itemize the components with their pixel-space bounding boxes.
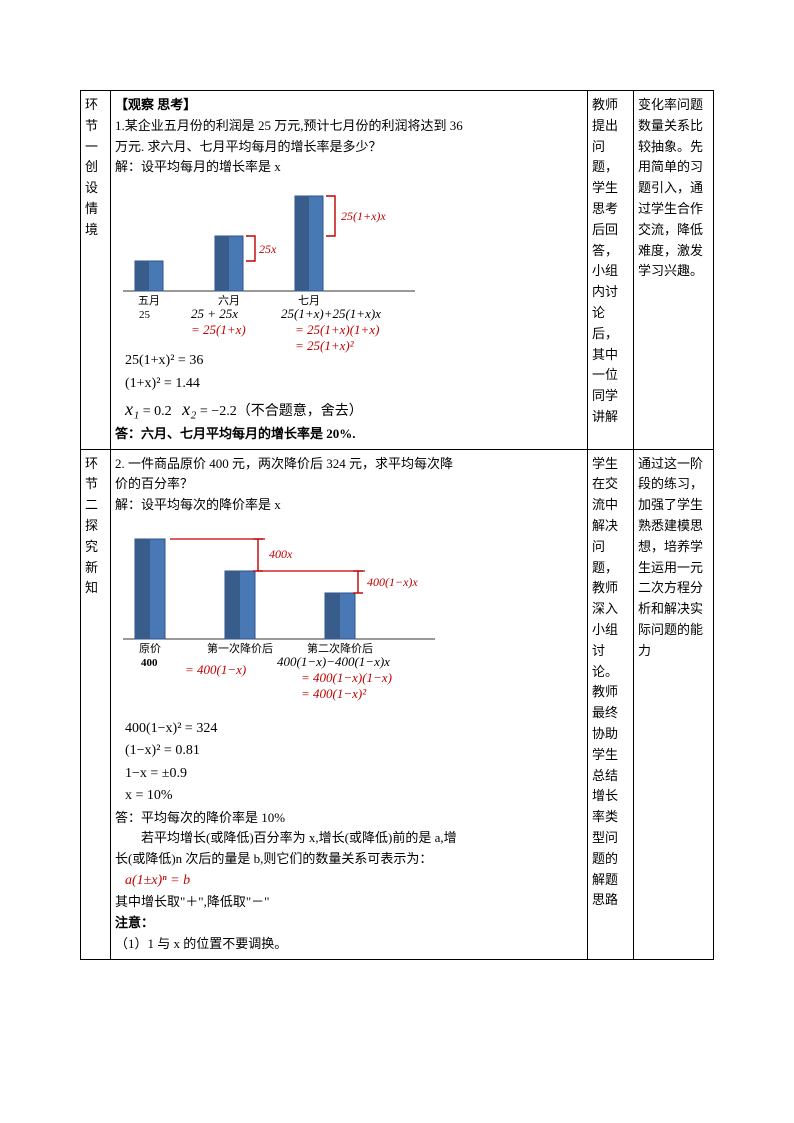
section1-label: 环节一创设情境 (81, 91, 111, 450)
formula: a(1±x)ⁿ = b (125, 870, 583, 892)
section1-intent: 变化率问题数量关系比较抽象。先用简单的习题引入，通过学生合作交流，降低难度，激发… (634, 91, 714, 450)
section1-content: 【观察 思考】 1.某企业五月份的利润是 25 万元,预计七月份的利润将达到 3… (111, 91, 588, 450)
x1-val: = 0.2 (143, 404, 172, 419)
svg-text:25x: 25x (259, 242, 277, 256)
section2-activity: 学生在交流中解决问题，教师深入小组讨论。教师最终协助学生总结增长率类型问题的解题… (588, 449, 634, 959)
q2-line2: 价的百分率？ (115, 474, 583, 495)
svg-text:400(1−x)−400(1−x)x: 400(1−x)−400(1−x)x (277, 654, 390, 669)
ans2: 答：平均每次的降价率是 10% (115, 808, 583, 829)
sol2-set: 解：设平均每次的降价率是 x (115, 495, 583, 516)
svg-text:400x: 400x (269, 547, 293, 561)
gen2: 长(或降低)n 次后的量是 b,则它们的数量关系可表示为： (115, 849, 583, 870)
svg-text:25(1+x)x: 25(1+x)x (341, 209, 386, 223)
chart1: 五月 25 六月 25x 七月 25(1+x)x 25 + 25x = 25(1… (115, 186, 583, 346)
x1-sym: x₁ (125, 399, 139, 419)
svg-text:五月: 五月 (138, 295, 160, 307)
lesson-table: 环节一创设情境 【观察 思考】 1.某企业五月份的利润是 25 万元,预计七月份… (80, 90, 714, 960)
section2-content: 2. 一件商品原价 400 元，两次降价后 324 元，求平均每次降 价的百分率… (111, 449, 588, 959)
row-section-2: 环节二探究新知 2. 一件商品原价 400 元，两次降价后 324 元，求平均每… (81, 449, 714, 959)
svg-text:= 25(1+x)(1+x): = 25(1+x)(1+x) (295, 322, 379, 337)
x2-sym: x₂ (182, 399, 196, 419)
svg-text:400: 400 (141, 657, 158, 669)
ans1: 答：六月、七月平均每月的增长率是 20%. (115, 424, 583, 445)
section2-label: 环节二探究新知 (81, 449, 111, 959)
note-title: 注意： (115, 913, 583, 934)
svg-text:第一次降价后: 第一次降价后 (207, 641, 273, 655)
svg-text:第二次降价后: 第二次降价后 (307, 641, 373, 655)
q2-line1: 2. 一件商品原价 400 元，两次降价后 324 元，求平均每次降 (115, 454, 583, 475)
svg-text:原价: 原价 (139, 642, 161, 655)
svg-text:= 400(1−x)²: = 400(1−x)² (301, 686, 367, 701)
sol1-set: 解：设平均每月的增长率是 x (115, 157, 583, 178)
eq-b: (1−x)² = 0.81 (125, 740, 583, 762)
x2-val: = −2.2（不合题意，舍去） (200, 404, 363, 419)
svg-text:25 + 25x: 25 + 25x (191, 306, 238, 321)
q1-line1: 1.某企业五月份的利润是 25 万元,预计七月份的利润将达到 36 (115, 116, 583, 137)
eq-c: 1−x = ±0.9 (125, 763, 583, 785)
gen1: 若平均增长(或降低)百分率为 x,增长(或降低)前的是 a,增 (115, 828, 583, 849)
svg-text:= 400(1−x): = 400(1−x) (185, 662, 246, 677)
observe-title: 【观察 思考】 (115, 95, 583, 116)
svg-text:= 400(1−x)(1−x): = 400(1−x)(1−x) (301, 670, 392, 685)
svg-text:= 25(1+x): = 25(1+x) (191, 322, 246, 337)
chart2: 原价 400 第一次降价后 400x 第二次降价后 400(1−x)x = 40… (115, 524, 583, 714)
svg-text:= 25(1+x)²: = 25(1+x)² (295, 338, 355, 353)
note1: （1）1 与 x 的位置不要调换。 (115, 934, 583, 955)
section1-activity: 教师提出问题，学生思考后回答，小组内讨论后，其中一位同学讲解 (588, 91, 634, 450)
svg-text:400(1−x)x: 400(1−x)x (367, 575, 418, 589)
chart2-svg: 原价 400 第一次降价后 400x 第二次降价后 400(1−x)x = 40… (115, 524, 495, 734)
note-sign: 其中增长取"＋",降低取"－" (115, 892, 583, 913)
row-section-1: 环节一创设情境 【观察 思考】 1.某企业五月份的利润是 25 万元,预计七月份… (81, 91, 714, 450)
section2-intent: 通过这一阶段的练习，加强了学生熟悉建模思想，培养学生运用一元二次方程分析和解决实… (634, 449, 714, 959)
chart1-svg: 五月 25 六月 25x 七月 25(1+x)x 25 + 25x = 25(1… (115, 186, 475, 386)
eq3: x₁ = 0.2 x₂ = −2.2（不合题意，舍去） (125, 395, 583, 424)
eq-d: x = 10% (125, 785, 583, 807)
svg-text:25: 25 (139, 309, 151, 321)
svg-text:25(1+x)+25(1+x)x: 25(1+x)+25(1+x)x (281, 306, 381, 321)
q1-line2: 万元. 求六月、七月平均每月的增长率是多少？ (115, 137, 583, 158)
